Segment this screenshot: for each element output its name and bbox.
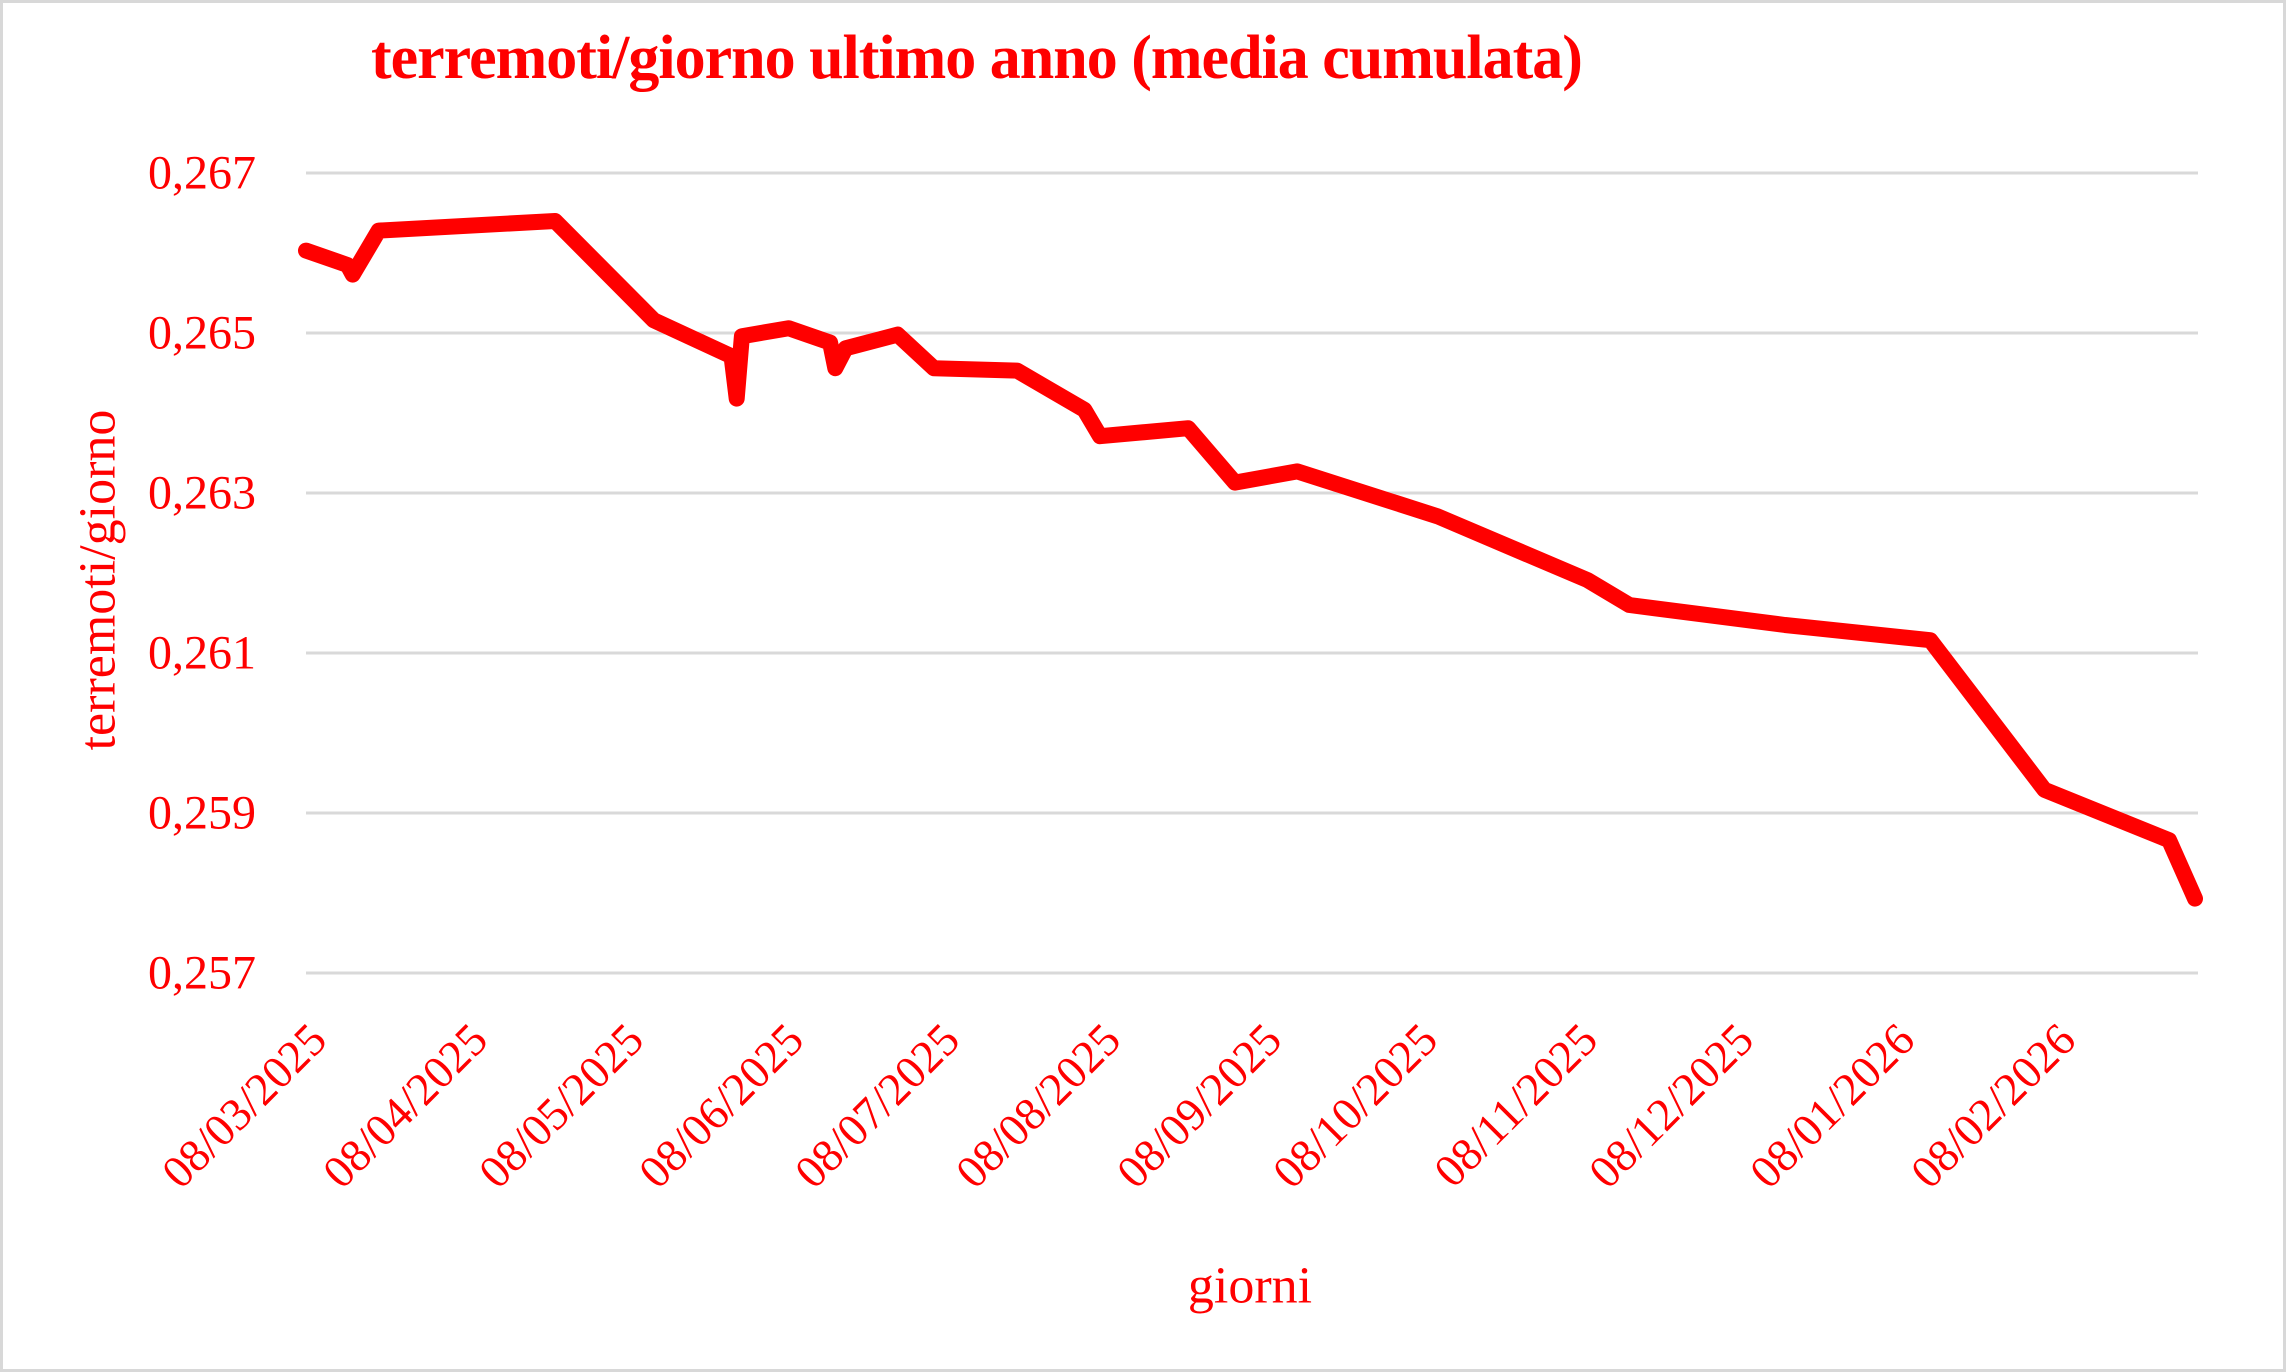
x-axis-title: giorni bbox=[1187, 1257, 1313, 1315]
y-tick-label: 0,261 bbox=[148, 626, 256, 680]
y-axis-title: terremoti/giorno bbox=[69, 409, 127, 751]
y-tick-label: 0,267 bbox=[148, 146, 256, 200]
data-line bbox=[298, 213, 2203, 907]
y-tick-label: 0,265 bbox=[148, 306, 256, 360]
y-tick-label: 0,263 bbox=[148, 466, 256, 520]
y-tick-label: 0,257 bbox=[148, 946, 256, 1000]
chart-title: terremoti/giorno ultimo anno (media cumu… bbox=[371, 24, 1583, 92]
chart-plot bbox=[298, 171, 2203, 975]
gridlines bbox=[306, 171, 2198, 975]
y-tick-label: 0,259 bbox=[148, 786, 256, 840]
